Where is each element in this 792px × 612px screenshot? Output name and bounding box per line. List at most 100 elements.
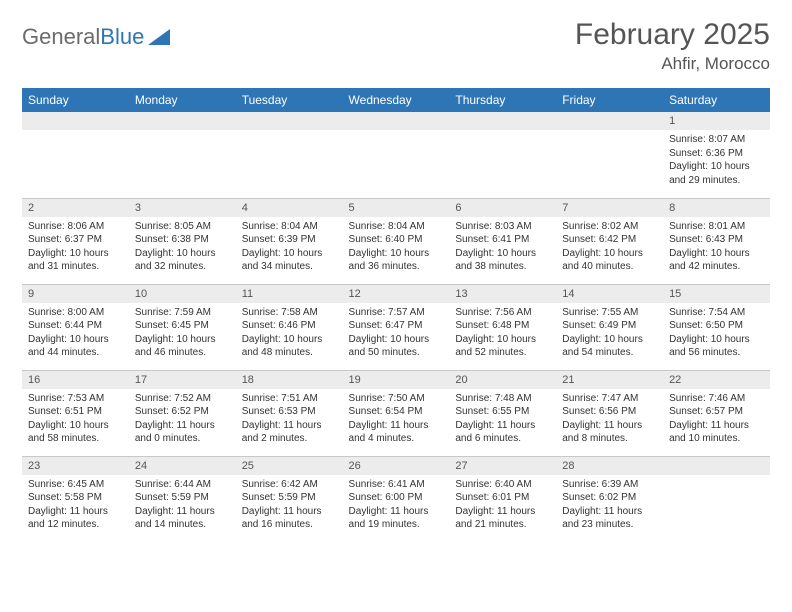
day-number: 22 (663, 371, 770, 389)
day-number: 15 (663, 285, 770, 303)
daylight-text: Daylight: 10 hours and 42 minutes. (669, 247, 764, 274)
weekday-header: Sunday (22, 88, 129, 112)
daylight-text: Daylight: 10 hours and 52 minutes. (455, 333, 550, 360)
daylight-text: Daylight: 10 hours and 46 minutes. (135, 333, 230, 360)
day-number (343, 112, 450, 130)
sunset-text: Sunset: 6:02 PM (562, 491, 657, 505)
day-number: 2 (22, 199, 129, 217)
day-details: Sunrise: 8:05 AMSunset: 6:38 PMDaylight:… (129, 217, 236, 278)
day-number: 21 (556, 371, 663, 389)
sunrise-text: Sunrise: 8:00 AM (28, 306, 123, 320)
calendar-row: 2Sunrise: 8:06 AMSunset: 6:37 PMDaylight… (22, 198, 770, 284)
day-details: Sunrise: 7:56 AMSunset: 6:48 PMDaylight:… (449, 303, 556, 364)
weekday-header: Thursday (449, 88, 556, 112)
month-title: February 2025 (575, 18, 770, 52)
daylight-text: Daylight: 11 hours and 0 minutes. (135, 419, 230, 446)
day-details: Sunrise: 8:01 AMSunset: 6:43 PMDaylight:… (663, 217, 770, 278)
day-number: 25 (236, 457, 343, 475)
sunrise-text: Sunrise: 8:02 AM (562, 220, 657, 234)
sunset-text: Sunset: 6:52 PM (135, 405, 230, 419)
day-number (129, 112, 236, 130)
sunrise-text: Sunrise: 8:01 AM (669, 220, 764, 234)
day-details: Sunrise: 7:48 AMSunset: 6:55 PMDaylight:… (449, 389, 556, 450)
daylight-text: Daylight: 10 hours and 31 minutes. (28, 247, 123, 274)
sunrise-text: Sunrise: 7:50 AM (349, 392, 444, 406)
day-details: Sunrise: 8:07 AMSunset: 6:36 PMDaylight:… (663, 130, 770, 191)
day-number: 7 (556, 199, 663, 217)
header: GeneralBlue February 2025 Ahfir, Morocco (22, 18, 770, 74)
sunrise-text: Sunrise: 7:57 AM (349, 306, 444, 320)
day-details: Sunrise: 6:40 AMSunset: 6:01 PMDaylight:… (449, 475, 556, 536)
day-number: 19 (343, 371, 450, 389)
sunset-text: Sunset: 6:57 PM (669, 405, 764, 419)
calendar-body: 1Sunrise: 8:07 AMSunset: 6:36 PMDaylight… (22, 112, 770, 542)
sunrise-text: Sunrise: 7:54 AM (669, 306, 764, 320)
day-details: Sunrise: 8:03 AMSunset: 6:41 PMDaylight:… (449, 217, 556, 278)
sunset-text: Sunset: 6:55 PM (455, 405, 550, 419)
calendar-cell: 12Sunrise: 7:57 AMSunset: 6:47 PMDayligh… (343, 284, 450, 370)
calendar-cell: 1Sunrise: 8:07 AMSunset: 6:36 PMDaylight… (663, 112, 770, 198)
sunset-text: Sunset: 6:37 PM (28, 233, 123, 247)
day-details: Sunrise: 7:58 AMSunset: 6:46 PMDaylight:… (236, 303, 343, 364)
calendar-cell: 19 Sunrise: 7:50 AMSunset: 6:54 PMDayligh… (343, 370, 450, 456)
weekday-header: Wednesday (343, 88, 450, 112)
calendar-row: 1Sunrise: 8:07 AMSunset: 6:36 PMDaylight… (22, 112, 770, 198)
day-number: 27 (449, 457, 556, 475)
sunset-text: Sunset: 6:56 PM (562, 405, 657, 419)
daylight-text: Daylight: 11 hours and 6 minutes. (455, 419, 550, 446)
day-number: 24 (129, 457, 236, 475)
sunrise-text: Sunrise: 7:52 AM (135, 392, 230, 406)
day-number: 1 (663, 112, 770, 130)
daylight-text: Daylight: 10 hours and 34 minutes. (242, 247, 337, 274)
day-details: Sunrise: 6:44 AMSunset: 5:59 PMDaylight:… (129, 475, 236, 536)
daylight-text: Daylight: 10 hours and 44 minutes. (28, 333, 123, 360)
day-number: 14 (556, 285, 663, 303)
calendar-cell: 2Sunrise: 8:06 AMSunset: 6:37 PMDaylight… (22, 198, 129, 284)
calendar-cell-empty (129, 112, 236, 198)
calendar-cell: 8Sunrise: 8:01 AMSunset: 6:43 PMDaylight… (663, 198, 770, 284)
day-number: 17 (129, 371, 236, 389)
logo-text-2: Blue (100, 24, 144, 50)
sunset-text: Sunset: 6:44 PM (28, 319, 123, 333)
sunset-text: Sunset: 5:59 PM (242, 491, 337, 505)
calendar-cell-empty (663, 456, 770, 542)
day-details: Sunrise: 7:59 AMSunset: 6:45 PMDaylight:… (129, 303, 236, 364)
day-details: Sunrise: 8:00 AMSunset: 6:44 PMDaylight:… (22, 303, 129, 364)
sunrise-text: Sunrise: 8:07 AM (669, 133, 764, 147)
sunset-text: Sunset: 6:43 PM (669, 233, 764, 247)
sunrise-text: Sunrise: 6:44 AM (135, 478, 230, 492)
sunset-text: Sunset: 6:47 PM (349, 319, 444, 333)
day-number: 20 (449, 371, 556, 389)
day-number: 28 (556, 457, 663, 475)
calendar-cell: 28Sunrise: 6:39 AMSunset: 6:02 PMDayligh… (556, 456, 663, 542)
sunset-text: Sunset: 6:54 PM (349, 405, 444, 419)
daylight-text: Daylight: 11 hours and 8 minutes. (562, 419, 657, 446)
sunrise-text: Sunrise: 8:03 AM (455, 220, 550, 234)
daylight-text: Daylight: 10 hours and 54 minutes. (562, 333, 657, 360)
sunrise-text: Sunrise: 7:48 AM (455, 392, 550, 406)
sunrise-text: Sunrise: 7:46 AM (669, 392, 764, 406)
daylight-text: Daylight: 10 hours and 56 minutes. (669, 333, 764, 360)
sunset-text: Sunset: 6:48 PM (455, 319, 550, 333)
day-details: Sunrise: 7:54 AMSunset: 6:50 PMDaylight:… (663, 303, 770, 364)
daylight-text: Daylight: 11 hours and 16 minutes. (242, 505, 337, 532)
daylight-text: Daylight: 11 hours and 2 minutes. (242, 419, 337, 446)
day-number (236, 112, 343, 130)
daylight-text: Daylight: 11 hours and 4 minutes. (349, 419, 444, 446)
calendar-cell: 13Sunrise: 7:56 AMSunset: 6:48 PMDayligh… (449, 284, 556, 370)
day-details: Sunrise: 7:57 AMSunset: 6:47 PMDaylight:… (343, 303, 450, 364)
day-details: Sunrise: 7:53 AMSunset: 6:51 PMDaylight:… (22, 389, 129, 450)
day-details: Sunrise: 8:04 AMSunset: 6:39 PMDaylight:… (236, 217, 343, 278)
day-number: 11 (236, 285, 343, 303)
calendar-cell: 16Sunrise: 7:53 AMSunset: 6:51 PMDayligh… (22, 370, 129, 456)
sunrise-text: Sunrise: 6:42 AM (242, 478, 337, 492)
sunset-text: Sunset: 6:51 PM (28, 405, 123, 419)
calendar-cell: 27Sunrise: 6:40 AMSunset: 6:01 PMDayligh… (449, 456, 556, 542)
sunrise-text: Sunrise: 6:40 AM (455, 478, 550, 492)
sunset-text: Sunset: 6:53 PM (242, 405, 337, 419)
sunset-text: Sunset: 6:01 PM (455, 491, 550, 505)
day-details: Sunrise: 6:41 AMSunset: 6:00 PMDaylight:… (343, 475, 450, 536)
sunrise-text: Sunrise: 7:53 AM (28, 392, 123, 406)
day-details: Sunrise: 7:55 AMSunset: 6:49 PMDaylight:… (556, 303, 663, 364)
day-details: Sunrise: 6:39 AMSunset: 6:02 PMDaylight:… (556, 475, 663, 536)
